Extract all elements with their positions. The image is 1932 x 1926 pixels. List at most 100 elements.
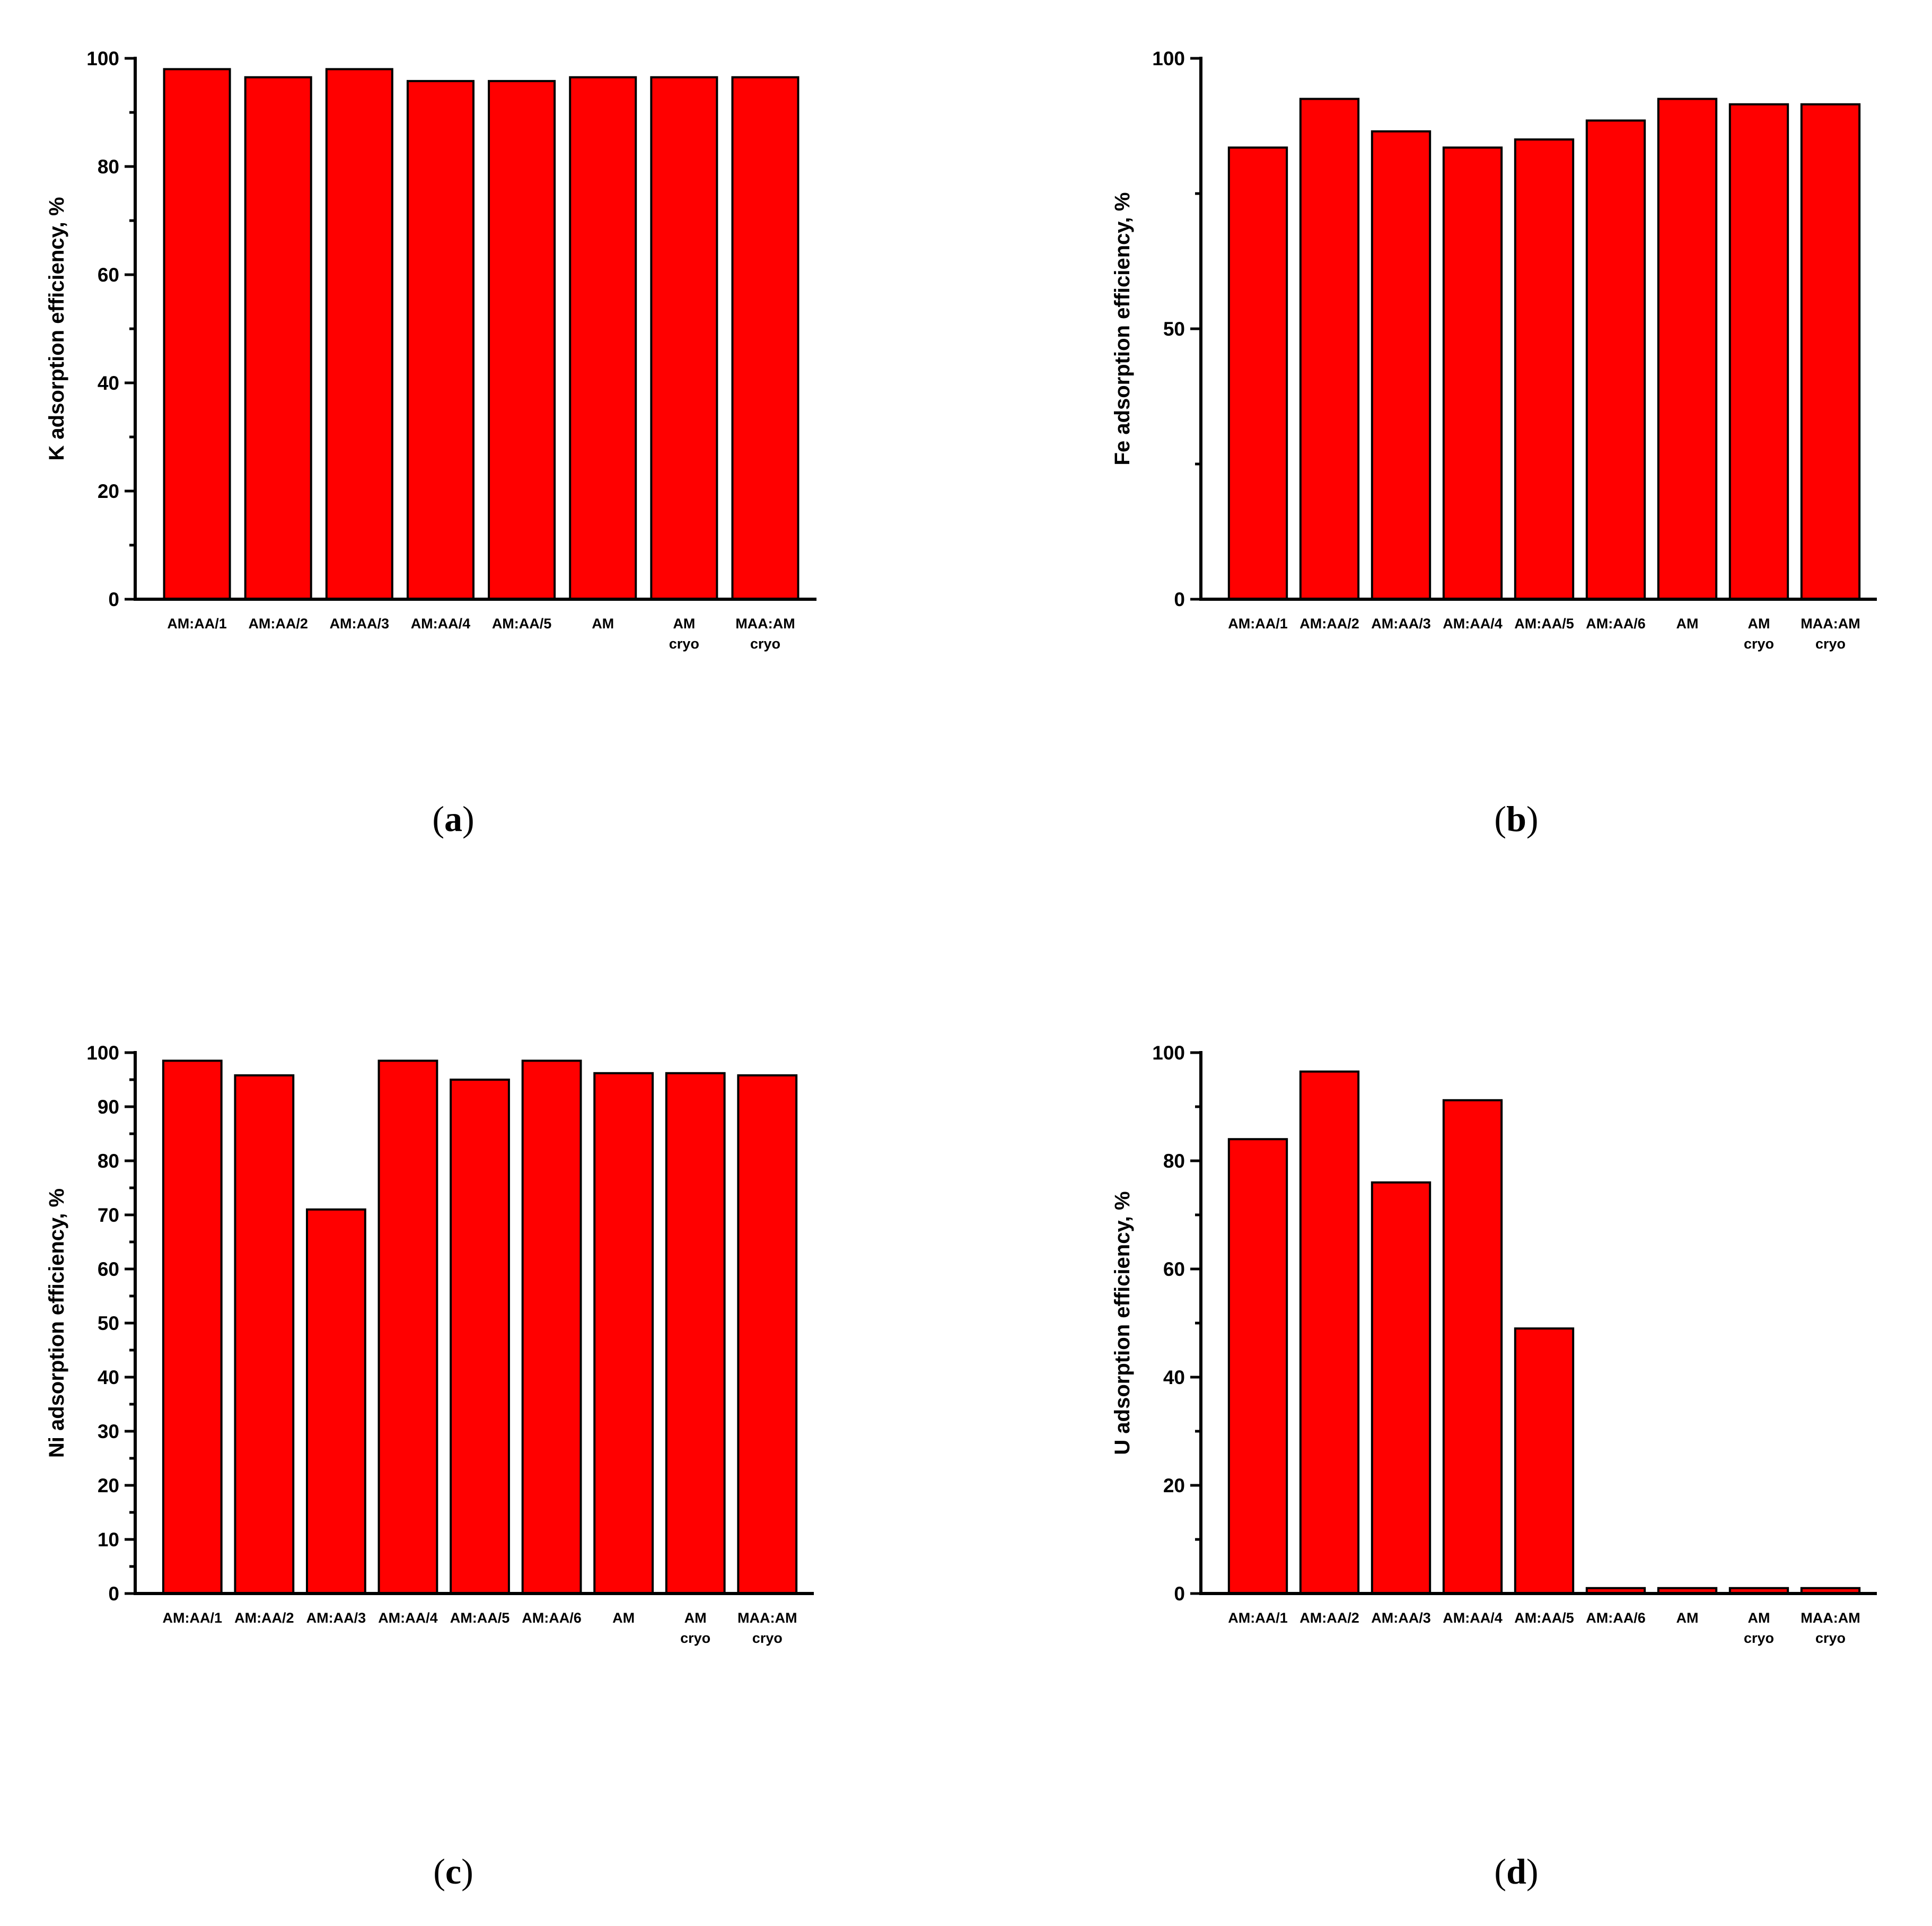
bar-am-aa-3: [305, 1208, 366, 1595]
x-tick-label: AM:AA/6: [1586, 616, 1646, 632]
x-tick-label: AM cryo: [1744, 616, 1774, 652]
bar-am-cryo: [665, 1072, 726, 1595]
bar-am-aa-6: [521, 1060, 582, 1595]
bar-am-aa-4: [1442, 146, 1503, 600]
y-tick-label: 0: [108, 1583, 119, 1605]
caption-a-letter: a: [444, 799, 462, 839]
x-tick-label: AM cryo: [1744, 1610, 1774, 1646]
bar-maa-am-cryo: [731, 76, 800, 600]
x-tick-label: AM:AA/3: [330, 616, 390, 632]
chart-b: AM:AA/1 AM:AA/2 AM:AA/3 AM:AA/4 AM:AA/5 AM:AA…: [1111, 48, 1877, 652]
x-tick-label: AM:AA/1: [163, 1610, 223, 1626]
y-tick-label: 60: [98, 1258, 119, 1280]
bar-maa-am-cryo: [1800, 103, 1861, 600]
y-tick-label: 20: [98, 1475, 119, 1496]
x-tick-label: AM:AA/3: [306, 1610, 366, 1626]
bar-am-cryo: [1728, 103, 1789, 600]
bar-am-aa-5: [1514, 1327, 1575, 1595]
y-tick-label: 100: [86, 1042, 119, 1064]
x-tick-label: AM:AA/4: [1443, 1610, 1503, 1626]
y-tick-label: 80: [98, 156, 119, 178]
y-tick-label: 0: [108, 589, 119, 610]
y-tick-label: 40: [98, 372, 119, 394]
bar-am-aa-3: [325, 68, 393, 600]
y-tick-label: 30: [98, 1421, 119, 1442]
x-tick-label: AM cryo: [669, 616, 699, 652]
y-axis-title: U adsorption efficiency, %: [1111, 1191, 1134, 1455]
caption-d-letter: d: [1506, 1851, 1526, 1892]
x-tick-label: AM:AA/1: [167, 616, 227, 632]
y-tick-label: 10: [98, 1529, 119, 1551]
caption-b-letter: b: [1506, 799, 1526, 839]
y-tick-label: 0: [1174, 1583, 1185, 1605]
y-tick-label: 40: [98, 1367, 119, 1388]
x-tick-label: MAA:AM cryo: [1801, 1610, 1860, 1646]
x-tick-label: AM:AA/5: [1514, 1610, 1574, 1626]
bar-am-aa-5: [1514, 138, 1575, 600]
bar-am-aa-2: [1299, 98, 1360, 600]
bar-am-aa-4: [1442, 1099, 1503, 1595]
x-tick-label: AM:AA/2: [248, 616, 308, 632]
bar-am-aa-3: [1371, 130, 1432, 600]
bar-am-aa-4: [377, 1060, 438, 1595]
bar-am-aa-2: [234, 1074, 295, 1595]
y-tick-label: 80: [1163, 1150, 1185, 1172]
bar-am-aa-4: [406, 80, 475, 600]
x-tick-label: AM cryo: [680, 1610, 710, 1646]
y-tick-label: 50: [98, 1312, 119, 1334]
x-tick-label: AM: [612, 1610, 635, 1626]
chart-c: AM:AA/1 AM:AA/2 AM:AA/3 AM:AA/4 AM:AA/5 AM:AA…: [45, 1042, 814, 1646]
x-tick-label: AM:AA/2: [234, 1610, 294, 1626]
caption-a: (a): [432, 799, 475, 839]
bar-maa-am-cryo: [737, 1074, 798, 1595]
x-tick-label: AM:AA/5: [450, 1610, 510, 1626]
x-tick-label: MAA:AM cryo: [735, 616, 795, 652]
bar-am-aa-5: [488, 80, 556, 600]
y-tick-label: 100: [86, 48, 119, 69]
y-axis-title: Ni adsorption efficiency, %: [45, 1188, 68, 1458]
x-tick-label: AM: [1676, 1610, 1699, 1626]
caption-c-letter: c: [445, 1851, 462, 1892]
x-tick-label: AM:AA/3: [1371, 1610, 1431, 1626]
bar-am-aa-1: [1227, 1138, 1288, 1595]
x-tick-label: AM:AA/4: [1443, 616, 1503, 632]
x-tick-label: AM:AA/1: [1228, 616, 1288, 632]
caption-b: (b): [1494, 799, 1539, 839]
caption-c: (c): [433, 1851, 473, 1892]
y-axis-title: K adsorption efficiency, %: [45, 197, 68, 460]
y-tick-label: 80: [98, 1150, 119, 1172]
x-tick-label: AM:AA/4: [378, 1610, 438, 1626]
bar-am-cryo: [650, 76, 718, 600]
x-tick-label: AM: [592, 616, 614, 632]
x-tick-label: AM:AA/4: [411, 616, 471, 632]
caption-d: (d): [1494, 1851, 1539, 1892]
bar-am-aa-1: [162, 1060, 223, 1595]
x-tick-label: AM:AA/2: [1299, 616, 1359, 632]
x-tick-label: MAA:AM cryo: [737, 1610, 797, 1646]
y-tick-label: 100: [1152, 48, 1185, 69]
bar-am: [593, 1072, 654, 1595]
bar-am-aa-6: [1585, 119, 1646, 601]
bar-am: [569, 76, 637, 600]
y-tick-label: 60: [98, 264, 119, 286]
y-tick-label: 20: [98, 480, 119, 502]
x-tick-label: AM:AA/1: [1228, 1610, 1288, 1626]
y-axis-title: Fe adsorption efficiency, %: [1111, 192, 1134, 466]
x-tick-label: AM: [1676, 616, 1699, 632]
y-tick-label: 0: [1174, 589, 1185, 610]
x-tick-label: AM:AA/5: [492, 616, 552, 632]
x-tick-label: AM:AA/5: [1514, 616, 1574, 632]
y-tick-label: 70: [98, 1204, 119, 1226]
bar-am: [1657, 98, 1718, 600]
x-tick-label: AM:AA/2: [1299, 1610, 1359, 1626]
chart-d: AM:AA/1 AM:AA/2 AM:AA/3 AM:AA/4 AM:AA/5 AM:AA…: [1111, 1042, 1877, 1646]
x-tick-label: MAA:AM cryo: [1801, 616, 1860, 652]
chart-a: AM:AA/1 AM:AA/2 AM:AA/3 AM:AA/4 AM:AA/5 AM AM c…: [45, 48, 816, 652]
y-tick-label: 60: [1163, 1258, 1185, 1280]
x-tick-label: AM:AA/3: [1371, 616, 1431, 632]
bar-am-aa-2: [244, 76, 312, 600]
bar-am-aa-1: [163, 68, 231, 600]
y-tick-label: 90: [98, 1096, 119, 1118]
y-tick-label: 100: [1152, 1042, 1185, 1064]
